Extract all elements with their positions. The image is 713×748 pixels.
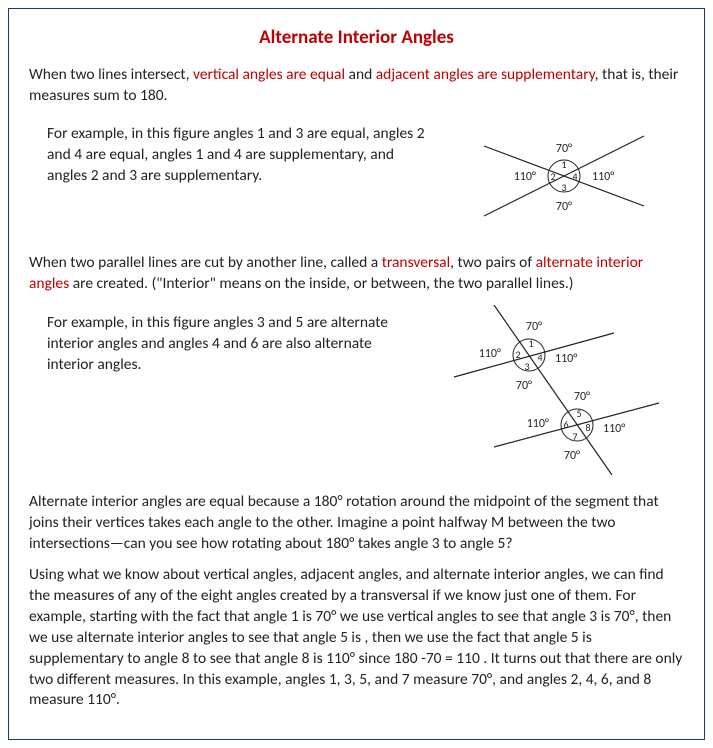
quad-label: 1 <box>528 337 533 350</box>
text-segment: When two parallel lines are cut by anoth… <box>29 253 382 272</box>
quad-label: 8 <box>585 421 590 434</box>
text-segment: , two pairs of <box>450 253 535 272</box>
term-adjacent-supplementary: adjacent angles are supplementary <box>376 65 595 84</box>
angle-label: 70° <box>556 142 572 156</box>
quad-label: 1 <box>561 158 566 171</box>
angle-label: 110° <box>603 422 625 436</box>
transversal-paragraph: When two parallel lines are cut by anoth… <box>29 253 684 295</box>
example-2-row: For example, in this figure angles 3 and… <box>29 305 684 482</box>
angle-label: 70° <box>526 320 542 334</box>
text-segment: and <box>345 65 376 84</box>
quad-label: 4 <box>537 351 542 364</box>
angle-label: 70° <box>574 390 590 404</box>
example-2-text: For example, in this figure angles 3 and… <box>29 305 412 376</box>
quad-label: 3 <box>561 181 566 194</box>
angle-label: 70° <box>516 379 532 393</box>
quad-label: 4 <box>572 170 577 183</box>
figure-2: 1 2 4 3 70° 110° 110° 70° 5 6 8 7 70° 11… <box>424 305 684 482</box>
quad-label: 3 <box>524 360 529 373</box>
example-1-row: For example, in this figure angles 1 and… <box>29 116 684 243</box>
document-frame: Alternate Interior Angles When two lines… <box>8 8 705 740</box>
quad-label: 5 <box>576 407 581 420</box>
quad-label: 7 <box>572 430 577 443</box>
text-segment: are created. ("Interior" means on the in… <box>69 274 573 293</box>
conclusion-paragraph: Using what we know about vertical angles… <box>29 565 684 711</box>
explanation-paragraph: Alternate interior angles are equal beca… <box>29 492 684 555</box>
intro-paragraph: When two lines intersect, vertical angle… <box>29 65 684 107</box>
text-segment: When two lines intersect, <box>29 65 193 84</box>
term-transversal: transversal <box>382 253 450 272</box>
quad-label: 2 <box>515 348 520 361</box>
quad-label: 6 <box>563 418 568 431</box>
angle-label: 110° <box>527 417 549 431</box>
term-vertical-angles: vertical angles are equal <box>193 65 345 84</box>
quad-label: 2 <box>550 170 555 183</box>
angle-label: 110° <box>592 170 614 184</box>
angle-label: 70° <box>564 449 580 463</box>
example-1-text: For example, in this figure angles 1 and… <box>29 116 432 187</box>
page-title: Alternate Interior Angles <box>29 25 684 51</box>
angle-label: 110° <box>514 170 536 184</box>
angle-label: 110° <box>479 347 501 361</box>
angle-label: 110° <box>555 352 577 366</box>
angle-label: 70° <box>556 200 572 214</box>
figure-1: 1 2 4 3 70° 110° 110° 70° <box>444 116 684 243</box>
